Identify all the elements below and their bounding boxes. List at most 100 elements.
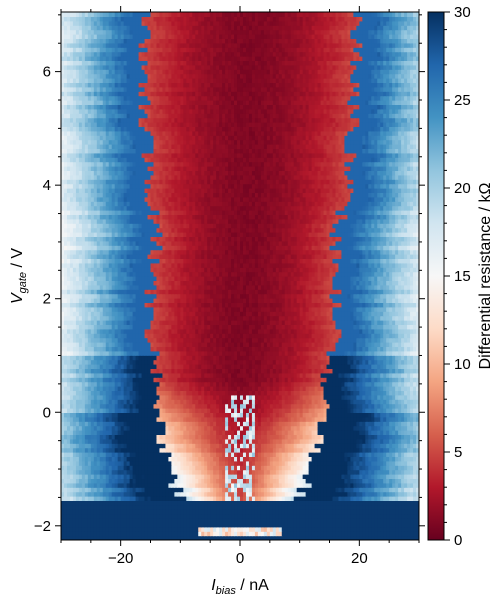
heatmap-cell	[272, 412, 277, 418]
heatmap-cell	[326, 425, 331, 431]
heatmap-cell	[96, 496, 101, 501]
heatmap-cell	[329, 386, 334, 391]
heatmap-cell	[174, 408, 178, 413]
heatmap-cell	[201, 487, 205, 493]
heatmap-cell	[401, 452, 405, 457]
heatmap-cell	[416, 491, 419, 497]
heatmap-cell	[150, 456, 155, 462]
heatmap-cell	[84, 425, 89, 431]
heatmap-cell	[266, 478, 271, 484]
heatmap-cell	[284, 425, 289, 431]
heatmap-cell	[335, 421, 340, 427]
heatmap-cell	[413, 500, 417, 506]
heatmap-cell	[383, 386, 387, 391]
heatmap-cell	[81, 535, 86, 540]
heatmap-cell	[225, 456, 229, 462]
heatmap-cell	[368, 438, 372, 444]
heatmap-cell	[117, 421, 122, 427]
heatmap-cell	[308, 412, 313, 418]
heatmap-cell	[105, 434, 110, 440]
heatmap-cell	[114, 434, 119, 440]
heatmap-cell	[329, 535, 334, 540]
heatmap-cell	[234, 535, 238, 540]
heatmap-cell	[296, 478, 301, 484]
heatmap-cell	[96, 474, 101, 479]
heatmap-cell	[263, 408, 268, 413]
heatmap-cell	[96, 416, 101, 422]
heatmap-cell	[314, 513, 319, 519]
heatmap-cell	[257, 465, 262, 471]
heatmap-cell	[377, 421, 381, 427]
heatmap-cell	[407, 438, 411, 444]
heatmap-cell	[416, 408, 419, 413]
heatmap-cell	[108, 504, 113, 510]
heatmap-cell	[222, 509, 226, 515]
heatmap-cell	[189, 482, 193, 488]
heatmap-cell	[272, 443, 277, 449]
heatmap-cell	[120, 504, 125, 510]
heatmap-cell	[251, 408, 256, 413]
heatmap-cell	[132, 430, 137, 435]
heatmap-cell	[374, 478, 378, 484]
heatmap-cell	[123, 482, 128, 488]
heatmap-cell	[371, 509, 375, 515]
heatmap-cell	[174, 416, 178, 422]
heatmap-cell	[341, 487, 346, 493]
heatmap-cell	[254, 447, 259, 453]
heatmap-cell	[302, 522, 307, 528]
heatmap-cell	[293, 425, 298, 431]
heatmap-cell	[93, 421, 98, 427]
heatmap-cell	[299, 491, 304, 497]
heatmap-cell	[359, 394, 363, 400]
heatmap-cell	[126, 500, 131, 506]
heatmap-cell	[365, 452, 369, 457]
heatmap-cell	[231, 381, 235, 387]
heatmap-cell	[365, 399, 369, 405]
heatmap-cell	[189, 526, 193, 532]
heatmap-cell	[168, 487, 172, 493]
heatmap-cell	[362, 416, 366, 422]
heatmap-cell	[195, 482, 199, 488]
heatmap-cell	[263, 443, 268, 449]
heatmap-cell	[138, 381, 143, 387]
heatmap-cell	[171, 430, 175, 435]
heatmap-cell	[386, 522, 390, 528]
heatmap-cell	[287, 425, 292, 431]
heatmap-cell	[386, 434, 390, 440]
heatmap-cell	[216, 478, 220, 484]
heatmap-cell	[96, 412, 101, 418]
heatmap-cell	[296, 416, 301, 422]
heatmap-cell	[293, 526, 298, 532]
heatmap-cell	[392, 456, 396, 462]
heatmap-cell	[210, 513, 214, 519]
heatmap-cell	[96, 443, 101, 449]
heatmap-cell	[392, 386, 396, 391]
heatmap-cell	[287, 491, 292, 497]
heatmap-cell	[326, 443, 331, 449]
heatmap-cell	[410, 412, 414, 418]
heatmap-cell	[87, 500, 92, 506]
heatmap-cell	[281, 399, 286, 405]
heatmap-cell	[284, 504, 289, 510]
heatmap-cell	[69, 522, 74, 528]
heatmap-cell	[401, 447, 405, 453]
heatmap-cell	[135, 416, 140, 422]
heatmap-cell	[132, 434, 137, 440]
heatmap-cell	[407, 518, 411, 523]
heatmap-cell	[237, 438, 241, 444]
heatmap-cell	[323, 386, 328, 391]
heatmap-cell	[410, 469, 414, 475]
heatmap-cell	[159, 531, 164, 537]
heatmap-cell	[311, 403, 316, 409]
heatmap-cell	[371, 425, 375, 431]
heatmap-cell	[183, 408, 187, 413]
heatmap-cell	[120, 430, 125, 435]
heatmap-cell	[311, 500, 316, 506]
heatmap-cell	[359, 399, 363, 405]
heatmap-cell	[72, 452, 77, 457]
heatmap-cell	[404, 416, 408, 422]
heatmap-cell	[254, 394, 259, 400]
heatmap-cell	[380, 456, 384, 462]
heatmap-cell	[228, 394, 232, 400]
heatmap-cell	[108, 421, 113, 427]
